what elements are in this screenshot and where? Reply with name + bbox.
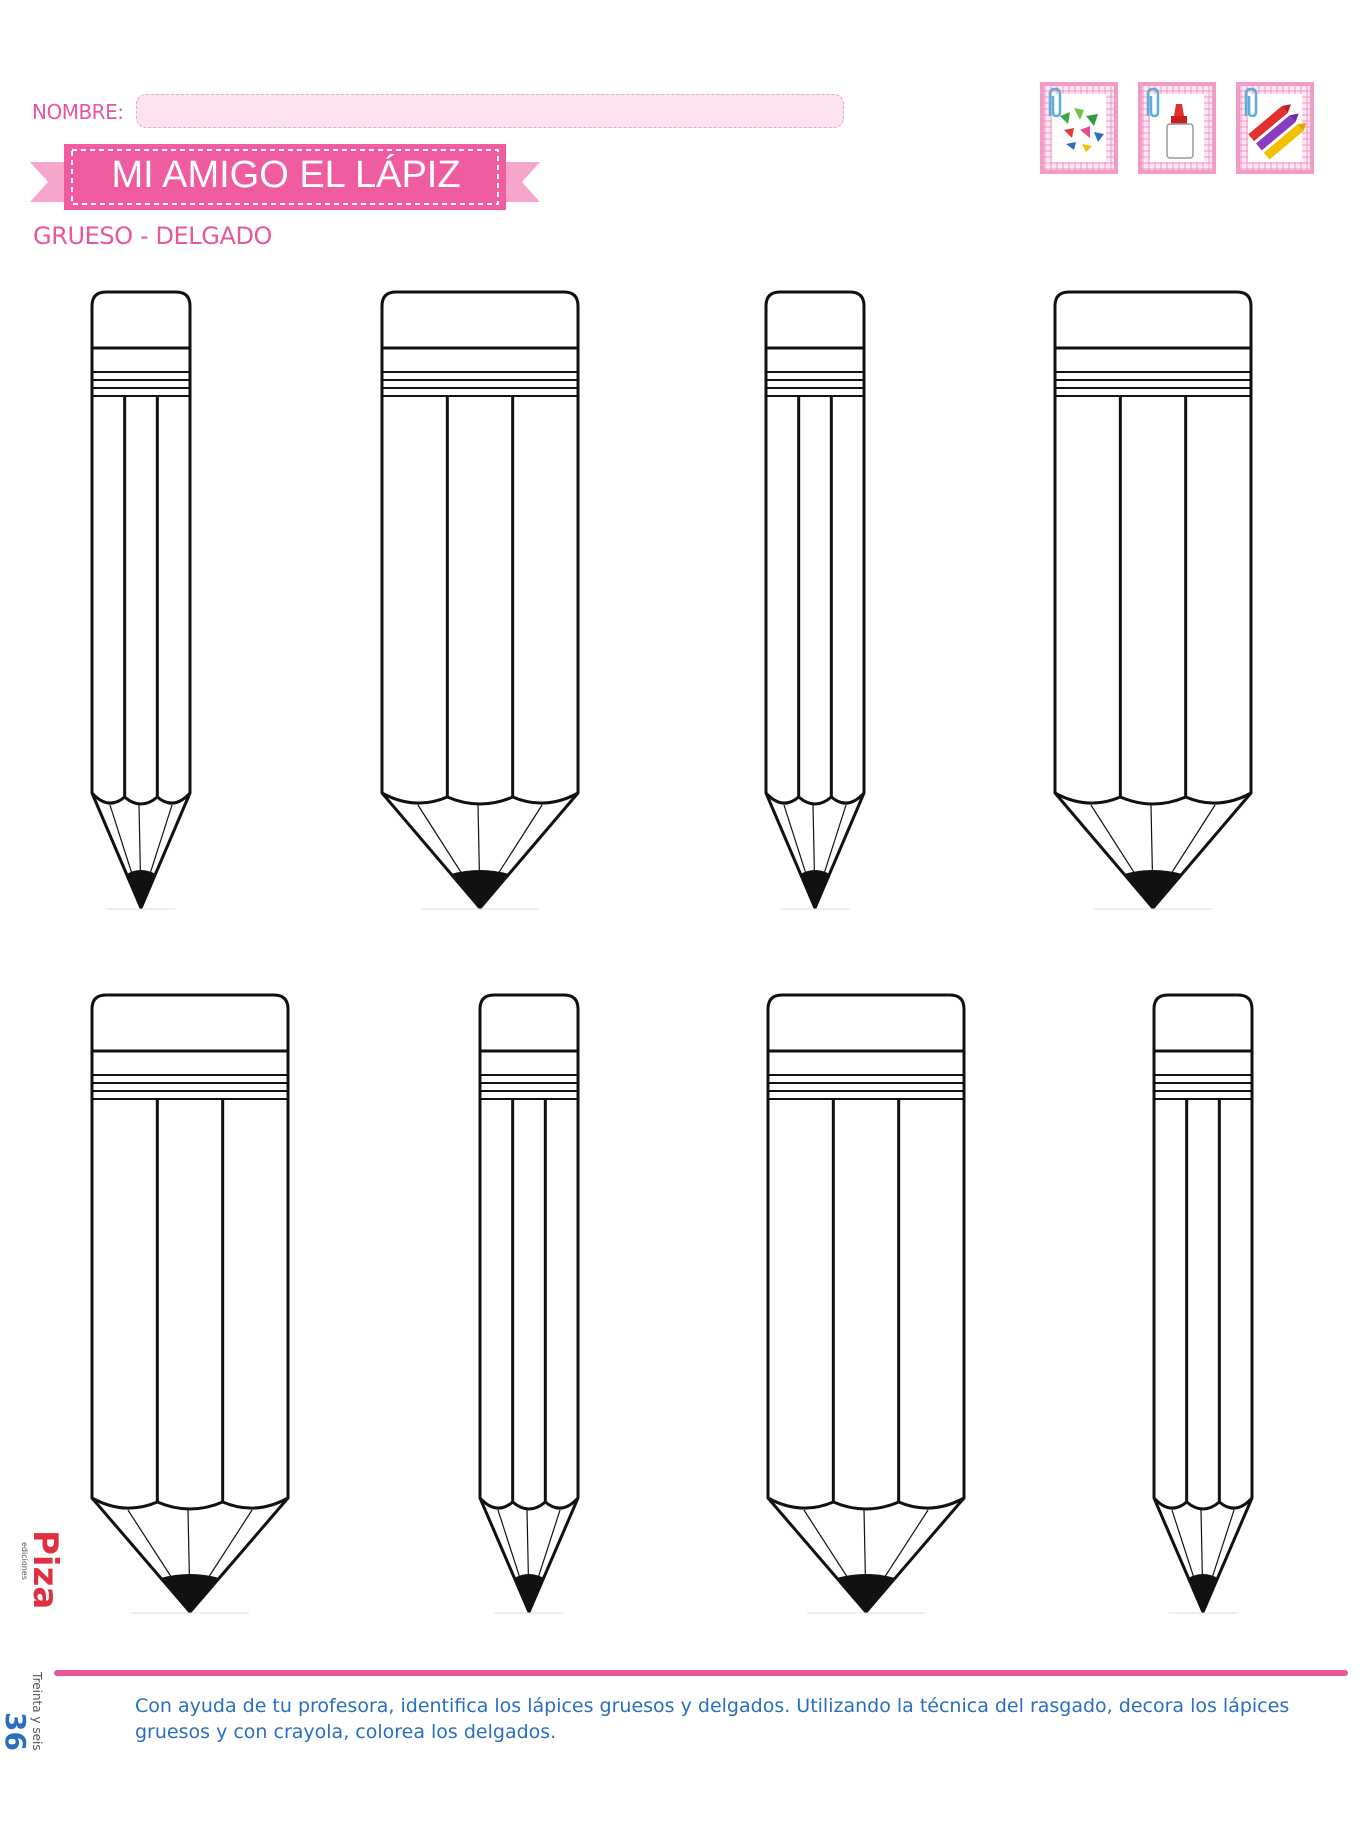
- instructions-text: Con ayuda de tu profesora, identifica lo…: [135, 1695, 1290, 1743]
- svg-text:ediciones: ediciones: [22, 1542, 29, 1580]
- paperclip-icon: [1048, 87, 1062, 118]
- glue-bottle-icon: [1166, 104, 1194, 159]
- title-banner: [30, 144, 540, 210]
- crayons-frame: [1236, 82, 1314, 174]
- paperclip-icon: [1146, 87, 1160, 118]
- page-subtitle: GRUESO - DELGADO: [33, 222, 273, 250]
- torn-paper-pieces-icon: [1060, 108, 1104, 152]
- pencil-grueso-5: [90, 993, 290, 1614]
- pencil-grueso-7: [766, 993, 966, 1614]
- crayons-icon: [1248, 104, 1307, 160]
- name-label: NOMBRE:: [32, 100, 124, 124]
- pencil-grueso-4: [1053, 290, 1253, 910]
- pencil-grid: [90, 290, 1254, 1614]
- page-number-words: Treinta y seis: [30, 1672, 44, 1751]
- svg-text:Piza: Piza: [25, 1530, 62, 1609]
- pencil-delgado-1: [90, 290, 192, 910]
- page-title: MI AMIGO EL LÁPIZ: [111, 154, 461, 196]
- pencil-delgado-6: [478, 993, 580, 1614]
- footer-divider: [54, 1670, 1348, 1676]
- publisher-logo: Piza ediciones: [22, 1530, 62, 1609]
- pencil-delgado-3: [764, 290, 866, 910]
- paperclip-icon: [1244, 87, 1258, 118]
- pencil-delgado-8: [1152, 993, 1254, 1614]
- pencil-grueso-2: [380, 290, 580, 910]
- glue-frame: [1138, 82, 1216, 174]
- torn-paper-frame: [1040, 82, 1118, 174]
- name-field[interactable]: [136, 94, 844, 128]
